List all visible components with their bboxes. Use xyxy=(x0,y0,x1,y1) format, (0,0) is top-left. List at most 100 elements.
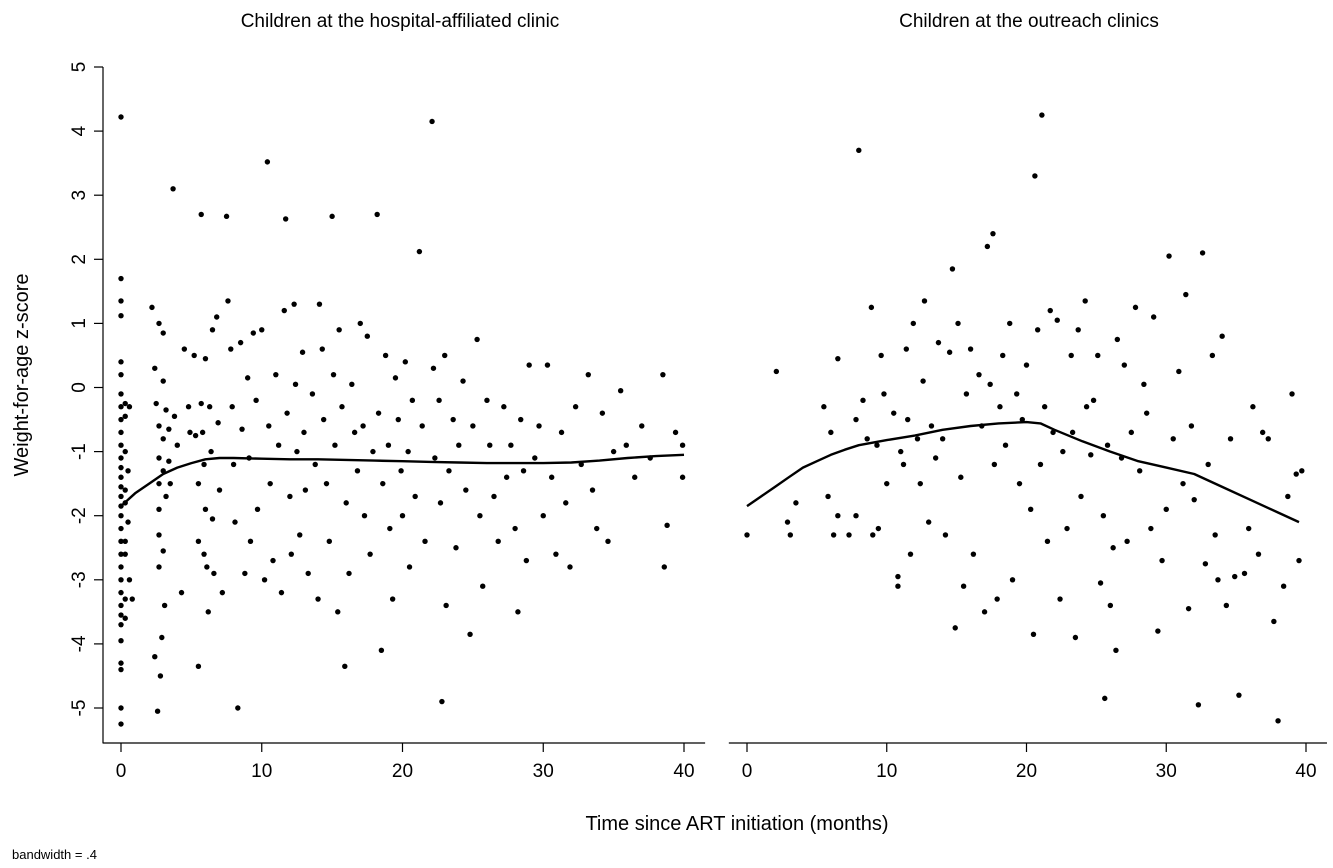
y-tick-label: -2 xyxy=(69,507,90,524)
data-point xyxy=(853,416,859,423)
data-point xyxy=(275,442,282,448)
data-point xyxy=(357,320,363,327)
data-point xyxy=(495,538,501,545)
data-point xyxy=(1121,362,1128,368)
data-point xyxy=(297,532,303,538)
data-point xyxy=(1280,583,1287,589)
data-point xyxy=(250,330,257,336)
data-point xyxy=(270,557,276,564)
data-point xyxy=(118,484,124,490)
data-point xyxy=(946,349,953,355)
data-point xyxy=(122,413,128,420)
x-axis-label: Time since ART initiation (months) xyxy=(585,813,888,835)
data-point xyxy=(261,577,268,583)
data-point xyxy=(540,513,546,519)
data-point xyxy=(281,307,287,314)
data-point xyxy=(991,461,998,468)
data-point xyxy=(567,564,573,570)
data-point xyxy=(903,346,910,352)
data-point xyxy=(382,352,389,359)
data-point xyxy=(875,525,882,532)
data-point xyxy=(1265,436,1271,442)
data-point xyxy=(209,327,216,333)
data-point xyxy=(126,577,133,583)
data-point xyxy=(905,416,911,423)
data-point xyxy=(868,304,875,311)
data-point xyxy=(273,371,279,378)
data-point xyxy=(942,532,949,538)
data-point xyxy=(928,423,935,429)
data-point xyxy=(199,429,206,436)
data-point xyxy=(1107,602,1114,609)
data-point xyxy=(453,545,459,551)
data-point xyxy=(895,583,901,589)
data-point xyxy=(474,336,480,343)
data-point xyxy=(118,721,124,727)
data-point xyxy=(1183,291,1189,298)
data-point xyxy=(118,455,124,461)
data-point xyxy=(375,410,382,416)
data-point xyxy=(201,461,207,468)
data-point xyxy=(460,378,466,384)
data-point xyxy=(450,416,456,423)
data-point xyxy=(1064,525,1070,532)
data-point xyxy=(967,346,974,352)
data-point xyxy=(259,327,265,333)
data-point xyxy=(585,371,591,378)
data-point xyxy=(572,404,579,410)
data-point xyxy=(229,404,235,410)
data-point xyxy=(429,118,435,125)
data-point xyxy=(118,612,124,618)
data-point xyxy=(160,548,166,554)
data-point xyxy=(1104,442,1111,448)
data-point xyxy=(284,410,290,416)
data-point xyxy=(198,211,204,218)
data-point xyxy=(1293,471,1299,477)
data-point xyxy=(292,381,299,387)
data-point xyxy=(1215,577,1221,583)
data-point xyxy=(282,216,289,222)
data-point xyxy=(1250,404,1256,410)
data-point xyxy=(1002,442,1009,448)
data-point xyxy=(118,551,124,557)
data-point xyxy=(920,378,926,384)
data-point xyxy=(122,596,128,602)
data-point xyxy=(153,400,159,407)
y-tick-label: -4 xyxy=(69,635,90,652)
data-point xyxy=(211,570,217,577)
data-point xyxy=(939,436,946,442)
data-point xyxy=(1039,112,1045,118)
data-point xyxy=(1030,631,1037,637)
data-point xyxy=(907,551,914,557)
data-point xyxy=(361,513,368,519)
data-point xyxy=(235,705,241,711)
x-tick-label: 10 xyxy=(876,761,897,782)
data-point xyxy=(237,339,244,346)
data-point xyxy=(828,429,834,436)
data-point xyxy=(1223,602,1230,609)
data-point xyxy=(242,570,248,577)
data-point xyxy=(594,525,600,532)
data-point xyxy=(1202,561,1209,567)
data-point xyxy=(1299,468,1305,474)
data-point xyxy=(174,442,180,448)
x-tick-label: 0 xyxy=(742,761,753,782)
data-point xyxy=(984,243,991,250)
data-point xyxy=(1132,304,1139,311)
data-point xyxy=(192,432,199,439)
data-point xyxy=(599,410,606,416)
data-point xyxy=(821,404,827,410)
data-point xyxy=(294,448,300,455)
data-point xyxy=(118,464,124,471)
data-point xyxy=(335,609,341,615)
data-point xyxy=(960,583,967,589)
data-point xyxy=(1163,506,1169,512)
data-point xyxy=(1060,448,1066,455)
data-point xyxy=(526,362,532,368)
data-point xyxy=(881,391,887,397)
data-point xyxy=(161,602,168,609)
data-point xyxy=(932,455,939,461)
data-point xyxy=(291,301,297,307)
data-point xyxy=(935,339,942,346)
